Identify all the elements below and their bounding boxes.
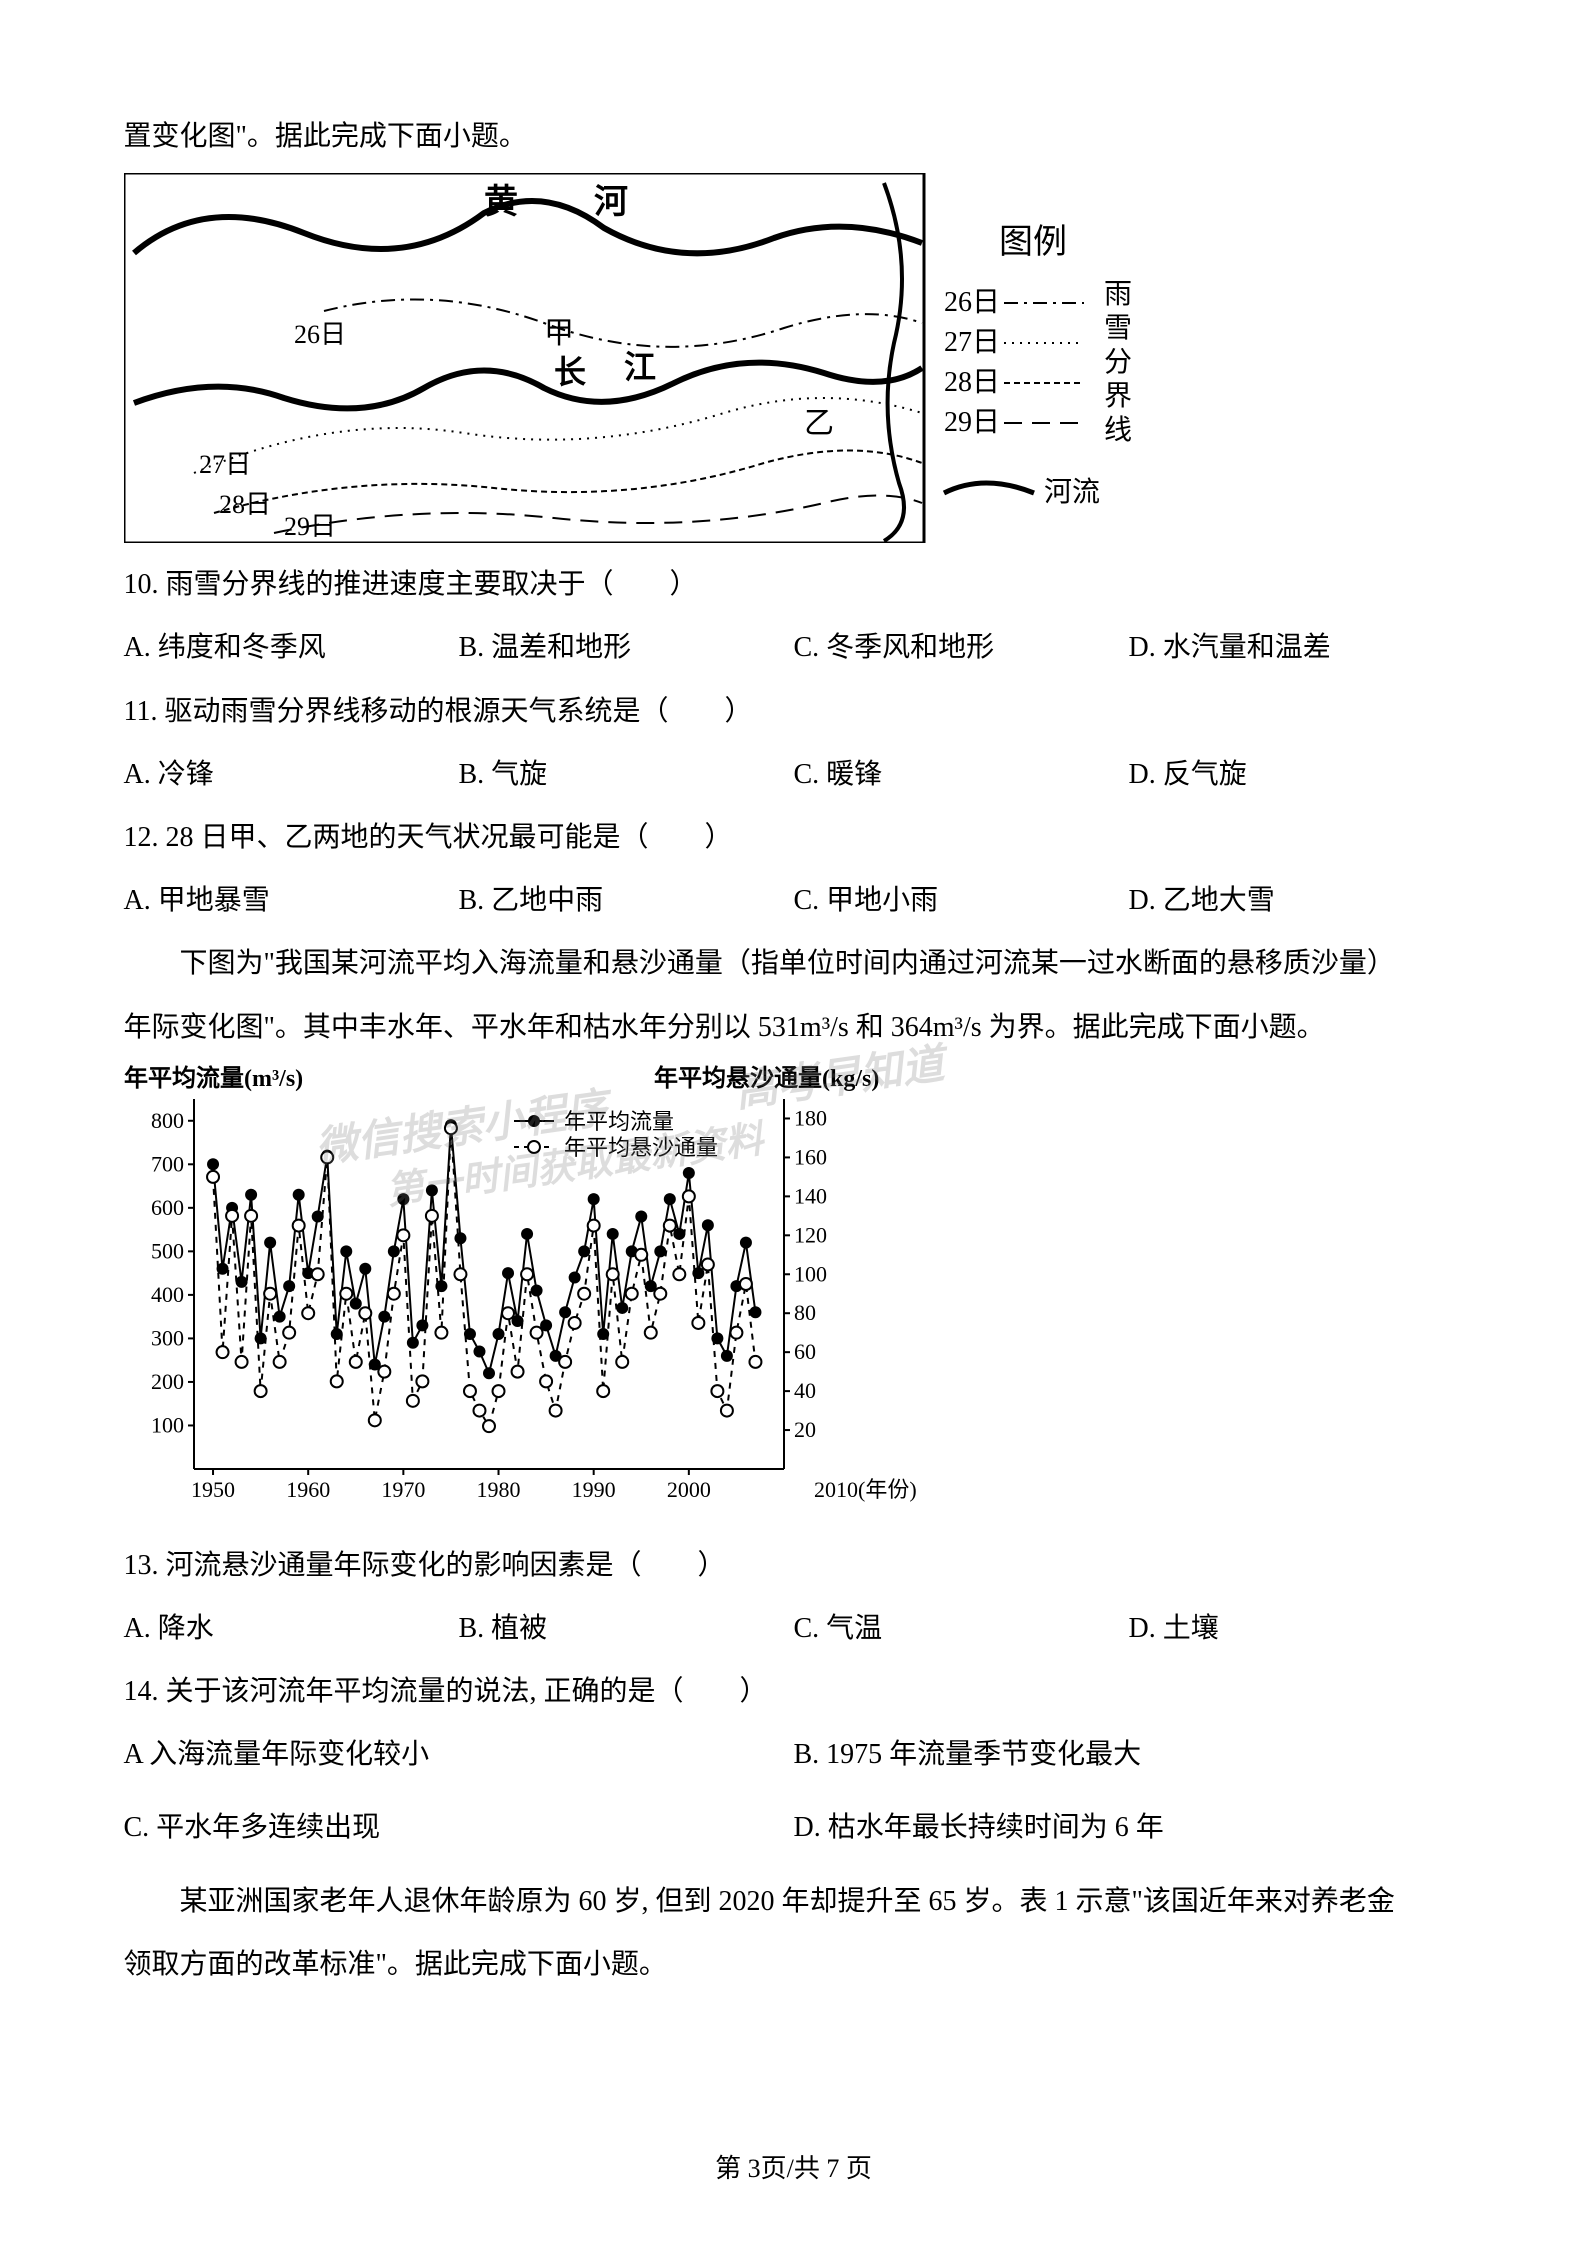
intro-text-top: 置变化图"。据此完成下面小题。 xyxy=(124,110,1464,163)
svg-text:雪: 雪 xyxy=(1104,313,1132,344)
q12-C: C. 甲地小雨 xyxy=(794,874,1129,927)
svg-text:800: 800 xyxy=(151,1107,184,1132)
q14-stem: 14. 关于该河流年平均流量的说法, 正确的是（ ） xyxy=(124,1665,1464,1718)
svg-text:27日: 27日 xyxy=(199,450,251,479)
svg-text:分: 分 xyxy=(1104,347,1132,378)
q11-B: B. 气旋 xyxy=(459,748,794,801)
svg-text:2000: 2000 xyxy=(666,1477,710,1502)
flow-chart-svg: 年平均流量(m³/s) 年平均悬沙通量(kg/s) 100 200 300 400 500 6… xyxy=(124,1064,944,1524)
q14-D: D. 枯水年最长持续时间为 6 年 xyxy=(794,1801,1464,1854)
svg-text:27日: 27日 xyxy=(944,327,1000,358)
svg-text:29日: 29日 xyxy=(944,407,1000,438)
q12-D: D. 乙地大雪 xyxy=(1129,874,1464,927)
svg-text:600: 600 xyxy=(151,1195,184,1220)
q10-B: B. 温差和地形 xyxy=(459,621,794,674)
svg-text:图例: 图例 xyxy=(999,224,1067,261)
flow-chart-figure: 年平均流量(m³/s) 年平均悬沙通量(kg/s) 100 200 300 400 500 6… xyxy=(124,1064,1464,1529)
svg-text:界: 界 xyxy=(1104,381,1132,412)
svg-text:年平均流量(m³/s): 年平均流量(m³/s) xyxy=(124,1064,303,1092)
svg-text:300: 300 xyxy=(151,1325,184,1350)
page: 置变化图"。据此完成下面小题。 黄 河长 江 甲乙 26日 27日 28日 29日 图例 26日 2… xyxy=(0,0,1587,2245)
svg-text:400: 400 xyxy=(151,1282,184,1307)
svg-text:长: 长 xyxy=(554,354,586,390)
q12-A: A. 甲地暴雪 xyxy=(124,874,459,927)
svg-text:100: 100 xyxy=(151,1412,184,1437)
svg-text:雨: 雨 xyxy=(1104,279,1132,310)
q13-D: D. 土壤 xyxy=(1129,1602,1464,1655)
svg-text:乙: 乙 xyxy=(804,407,834,440)
svg-text:700: 700 xyxy=(151,1151,184,1176)
q10-options: A. 纬度和冬季风 B. 温差和地形 C. 冬季风和地形 D. 水汽量和温差 xyxy=(124,621,1464,674)
q10-C: C. 冬季风和地形 xyxy=(794,621,1129,674)
q11-options: A. 冷锋 B. 气旋 C. 暖锋 D. 反气旋 xyxy=(124,748,1464,801)
passage3-line2: 领取方面的改革标准"。据此完成下面小题。 xyxy=(124,1938,1464,1991)
svg-text:26日: 26日 xyxy=(944,287,1000,318)
q11-stem: 11. 驱动雨雪分界线移动的根源天气系统是（ ） xyxy=(124,685,1464,738)
rain-snow-map-svg: 黄 河长 江 甲乙 26日 27日 28日 29日 图例 26日 27日 28日 29日 雨雪分界线河流 xyxy=(124,173,1174,543)
svg-text:28日: 28日 xyxy=(219,490,271,519)
svg-text:200: 200 xyxy=(151,1369,184,1394)
svg-text:160: 160 xyxy=(794,1144,827,1169)
q13-B: B. 植被 xyxy=(459,1602,794,1655)
svg-text:140: 140 xyxy=(794,1183,827,1208)
passage3-line1: 某亚洲国家老年人退休年龄原为 60 岁, 但到 2020 年却提升至 65 岁。… xyxy=(124,1875,1464,1928)
svg-text:120: 120 xyxy=(794,1222,827,1247)
q10-D: D. 水汽量和温差 xyxy=(1129,621,1464,674)
svg-text:年平均悬沙通量: 年平均悬沙通量 xyxy=(564,1135,718,1160)
svg-text:甲: 甲 xyxy=(544,317,574,350)
svg-text:年平均悬沙通量(kg/s): 年平均悬沙通量(kg/s) xyxy=(654,1064,879,1092)
q14-C: C. 平水年多连续出现 xyxy=(124,1801,794,1854)
q13-options: A. 降水 B. 植被 C. 气温 D. 土壤 xyxy=(124,1602,1464,1655)
svg-text:黄: 黄 xyxy=(484,183,518,221)
q13-A: A. 降水 xyxy=(124,1602,459,1655)
content-area: 置变化图"。据此完成下面小题。 黄 河长 江 甲乙 26日 27日 28日 29日 图例 26日 2… xyxy=(124,110,1464,1991)
svg-text:500: 500 xyxy=(151,1238,184,1263)
q14-B: B. 1975 年流量季节变化最大 xyxy=(794,1728,1464,1781)
svg-text:26日: 26日 xyxy=(294,320,346,349)
svg-text:河: 河 xyxy=(594,183,628,221)
svg-text:28日: 28日 xyxy=(944,367,1000,398)
q13-stem: 13. 河流悬沙通量年际变化的影响因素是（ ） xyxy=(124,1539,1464,1592)
svg-text:1960: 1960 xyxy=(286,1477,330,1502)
svg-text:年平均流量: 年平均流量 xyxy=(564,1109,674,1134)
svg-text:河流: 河流 xyxy=(1044,476,1100,508)
svg-text:线: 线 xyxy=(1104,414,1132,446)
svg-text:1950: 1950 xyxy=(191,1477,235,1502)
svg-text:2010(年份): 2010(年份) xyxy=(814,1477,917,1502)
svg-text:100: 100 xyxy=(794,1261,827,1286)
page-footer: 第 3页/共 7 页 xyxy=(0,2148,1587,2185)
svg-text:1990: 1990 xyxy=(571,1477,615,1502)
svg-text:1970: 1970 xyxy=(381,1477,425,1502)
passage2-line1: 下图为"我国某河流平均入海流量和悬沙通量（指单位时间内通过河流某一过水断面的悬移… xyxy=(124,937,1464,990)
svg-text:20: 20 xyxy=(794,1417,816,1442)
q14-A: A 入海流量年际变化较小 xyxy=(124,1728,794,1781)
q11-C: C. 暖锋 xyxy=(794,748,1129,801)
svg-text:40: 40 xyxy=(794,1378,816,1403)
svg-text:60: 60 xyxy=(794,1339,816,1364)
q10-stem: 10. 雨雪分界线的推进速度主要取决于（ ） xyxy=(124,558,1464,611)
svg-text:1980: 1980 xyxy=(476,1477,520,1502)
svg-text:180: 180 xyxy=(794,1105,827,1130)
q11-A: A. 冷锋 xyxy=(124,748,459,801)
rain-snow-map-figure: 黄 河长 江 甲乙 26日 27日 28日 29日 图例 26日 27日 28日 29日 雨雪分界线河流 xyxy=(124,173,1464,548)
q10-A: A. 纬度和冬季风 xyxy=(124,621,459,674)
svg-text:29日: 29日 xyxy=(284,512,336,541)
passage2-line2: 年际变化图"。其中丰水年、平水年和枯水年分别以 531m³/s 和 364m³/… xyxy=(124,1001,1464,1054)
q14-options-row1: A 入海流量年际变化较小 B. 1975 年流量季节变化最大 xyxy=(124,1728,1464,1781)
q12-options: A. 甲地暴雪 B. 乙地中雨 C. 甲地小雨 D. 乙地大雪 xyxy=(124,874,1464,927)
q12-B: B. 乙地中雨 xyxy=(459,874,794,927)
q12-stem: 12. 28 日甲、乙两地的天气状况最可能是（ ） xyxy=(124,811,1464,864)
q14-options-row2: C. 平水年多连续出现 D. 枯水年最长持续时间为 6 年 xyxy=(124,1801,1464,1854)
svg-text:江: 江 xyxy=(624,349,656,385)
q13-C: C. 气温 xyxy=(794,1602,1129,1655)
q11-D: D. 反气旋 xyxy=(1129,748,1464,801)
svg-text:80: 80 xyxy=(794,1300,816,1325)
